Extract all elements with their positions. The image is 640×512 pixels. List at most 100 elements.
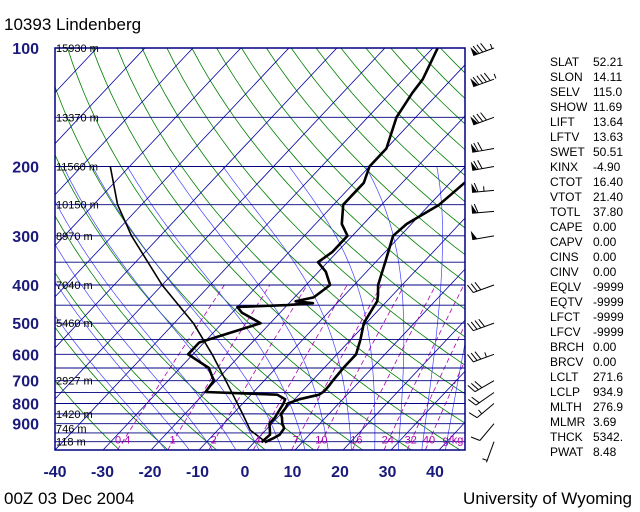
mixing-ratio-line	[117, 284, 225, 450]
isotherm-line	[150, 115, 465, 450]
index-value: 271.6	[593, 370, 623, 384]
wind-barb	[470, 112, 495, 126]
index-key: LCLT	[550, 370, 579, 384]
height-label: 8970 m	[56, 231, 93, 243]
index-value: 276.9	[593, 400, 623, 414]
index-row: VTOT 21.40	[550, 190, 623, 204]
temperature-tick-label: 0	[241, 464, 250, 481]
wind-barbs	[467, 42, 497, 463]
pressure-tick-label: 100	[12, 41, 39, 58]
index-value: 37.80	[593, 205, 623, 219]
wind-barb	[468, 392, 495, 406]
index-value: 0.00	[593, 340, 617, 354]
temperature-trace	[264, 181, 465, 444]
index-row: PWAT 8.48	[550, 445, 617, 459]
dry-adiabat-line	[266, 48, 465, 256]
mixing-ratio-label: 16	[350, 435, 362, 447]
index-value: 52.21	[593, 55, 623, 69]
index-key: SLAT	[550, 55, 580, 69]
dry-adiabat-line	[55, 153, 315, 450]
index-row: CAPE 0.00	[550, 220, 617, 234]
mixing-ratio-label: 4	[255, 435, 261, 447]
index-key: LIFT	[550, 115, 575, 129]
index-row: BRCH 0.00	[550, 340, 617, 354]
wind-barb	[470, 72, 497, 88]
mixing-ratio-lines	[117, 284, 465, 450]
index-row: LCLP 934.9	[550, 385, 623, 399]
moist-adiabat-line	[445, 341, 465, 450]
index-row: CINV 0.00	[550, 265, 617, 279]
footer-date: 00Z 03 Dec 2004	[4, 489, 134, 508]
index-row: LFTV 13.63	[550, 130, 623, 144]
pressure-tick-label: 700	[12, 374, 39, 391]
isotherm-line	[55, 48, 290, 298]
index-value: 13.64	[593, 115, 623, 129]
wind-barb	[467, 380, 495, 393]
index-row: THCK 5342.	[550, 430, 623, 444]
isotherm-line	[55, 48, 146, 145]
wind-barb	[482, 441, 495, 463]
index-value: -4.90	[593, 160, 621, 174]
parcel-trace	[109, 166, 266, 443]
mixing-ratio-line	[167, 284, 271, 450]
dry-adiabat-line	[141, 48, 465, 395]
index-value: 115.0	[593, 85, 622, 99]
isotherm-line	[102, 64, 465, 450]
index-key: LFCV	[550, 325, 581, 339]
index-key: CINS	[550, 250, 579, 264]
index-key: SWET	[550, 145, 585, 159]
index-row: SLAT 52.21	[550, 55, 623, 69]
index-key: SHOW	[550, 100, 588, 114]
index-key: EQTV	[550, 295, 583, 309]
index-value: 16.40	[593, 175, 623, 189]
index-row: LCLT 271.6	[550, 370, 623, 384]
isotherm-line	[342, 319, 465, 450]
plot-area	[54, 47, 466, 451]
moist-adiabat-line	[55, 200, 237, 450]
sounding-traces	[109, 48, 465, 444]
index-row: KINX -4.90	[550, 160, 621, 174]
index-value: 11.69	[593, 100, 622, 114]
moist-adiabat-line	[169, 166, 329, 450]
height-label: 7040 m	[56, 280, 93, 292]
index-row: LIFT 13.64	[550, 115, 623, 129]
wind-barb	[467, 351, 495, 363]
wind-barb	[468, 403, 495, 419]
temperature-tick-label: -10	[186, 464, 209, 481]
isotherm-line	[55, 48, 386, 400]
dewpoint-trace	[186, 48, 439, 444]
pressure-tick-label: 400	[12, 278, 39, 295]
moist-adiabat-line	[55, 281, 190, 450]
index-key: LCLP	[550, 385, 580, 399]
footer-source: University of Wyoming	[463, 489, 632, 508]
index-key: KINX	[550, 160, 578, 174]
moist-adiabat-line	[55, 243, 213, 450]
dry-adiabat-line	[241, 48, 465, 283]
pressure-tick-label: 300	[12, 229, 39, 246]
index-row: SELV 115.0	[550, 85, 622, 99]
index-row: CAPV 0.00	[550, 235, 617, 249]
mixing-ratio-label: 32	[405, 435, 417, 447]
index-value: 21.40	[593, 190, 623, 204]
dry-adiabat-line	[191, 48, 465, 338]
pressure-tick-label: 800	[12, 397, 39, 414]
moist-adiabat-line	[288, 166, 376, 450]
isotherm-line	[390, 370, 465, 450]
height-label: 11560 m	[56, 162, 98, 174]
dry-adiabat-line	[290, 48, 465, 229]
height-label: 1420 m	[56, 409, 93, 421]
index-row: EQLV -9999	[550, 280, 624, 294]
index-key: LFCT	[550, 310, 581, 324]
height-label: 746 m	[56, 423, 87, 435]
index-key: EQLV	[550, 280, 581, 294]
index-value: 0.00	[593, 235, 617, 249]
mixing-ratio-label: 40	[423, 435, 435, 447]
index-key: BRCV	[550, 355, 583, 369]
mixing-ratio-line	[252, 284, 348, 450]
index-key: CINV	[550, 265, 579, 279]
dry-adiabat-line	[67, 48, 412, 450]
index-key: CTOT	[550, 175, 583, 189]
index-key: SELV	[550, 85, 580, 99]
isotherm-line	[294, 268, 465, 450]
pressure-tick-label: 500	[12, 316, 39, 333]
